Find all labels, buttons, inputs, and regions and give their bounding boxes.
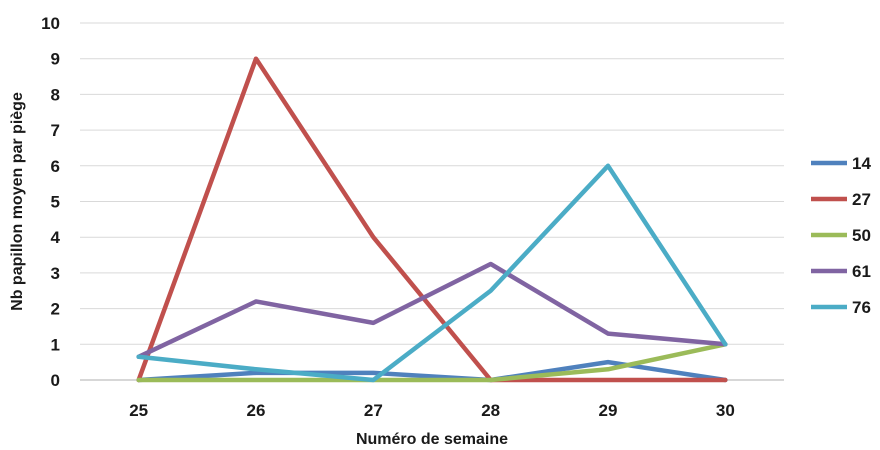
series-lines [136, 56, 728, 383]
x-tick-label: 27 [364, 401, 383, 420]
grid [80, 22, 784, 345]
series-line-76 [136, 163, 728, 383]
legend-label: 50 [852, 226, 871, 245]
y-tick-label: 10 [41, 14, 60, 33]
series-line-61 [136, 261, 728, 360]
legend: 14 27 50 61 76 [811, 154, 871, 317]
series-line-50 [136, 342, 728, 383]
legend-label: 76 [852, 298, 871, 317]
series-line-27 [136, 56, 728, 383]
y-tick-label: 9 [51, 50, 60, 69]
legend-label: 61 [852, 262, 871, 281]
x-tick-label: 28 [481, 401, 500, 420]
x-tick-label: 29 [599, 401, 618, 420]
x-tick-label: 26 [247, 401, 266, 420]
y-tick-label: 8 [51, 85, 60, 104]
y-tick-label: 4 [51, 228, 61, 247]
y-tick-label: 7 [51, 121, 60, 140]
legend-label: 27 [852, 190, 871, 209]
x-axis-title: Numéro de semaine [356, 431, 508, 448]
y-tick-label: 3 [51, 264, 60, 283]
y-tick-label: 6 [51, 157, 60, 176]
y-tick-label: 0 [51, 371, 60, 390]
y-tick-label: 5 [51, 193, 60, 212]
y-tick-label: 1 [51, 335, 60, 354]
y-axis-title: Nb papillon moyen par piège [9, 92, 26, 311]
y-tick-label: 2 [51, 300, 60, 319]
axes: 0 1 2 3 4 5 6 7 8 9 10 25 26 27 28 29 30 [41, 14, 784, 420]
x-tick-label: 25 [129, 401, 148, 420]
legend-label: 14 [852, 154, 871, 173]
x-tick-label: 30 [716, 401, 735, 420]
